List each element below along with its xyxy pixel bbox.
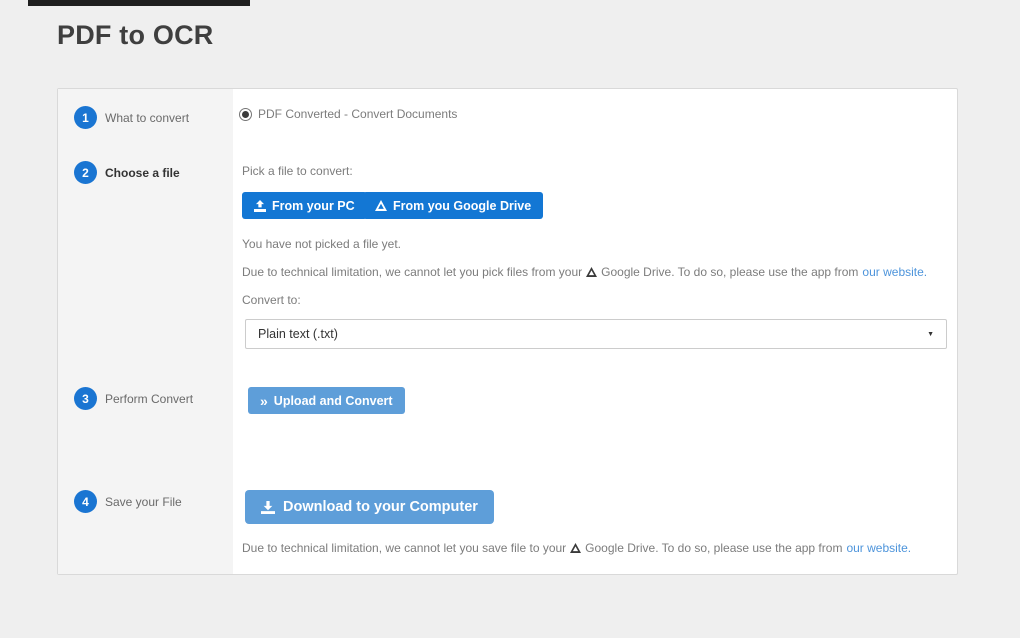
convert-to-label: Convert to: [242,293,301,307]
page-title: PDF to OCR [57,20,214,50]
converter-card: 1 What to convert 2 Choose a file 3 Perf… [57,88,958,575]
step-number-badge: 1 [74,106,97,129]
selected-format-value: Plain text (.txt) [258,327,338,341]
upload-and-convert-label: Upload and Convert [273,393,393,408]
pick-file-label: Pick a file to convert: [242,164,353,178]
step-label-choose-a-file: Choose a file [105,166,180,180]
upload-and-convert-button[interactable]: » Upload and Convert [248,387,405,414]
our-website-link[interactable]: our website. [862,265,928,279]
google-drive-icon [586,267,598,277]
step-row-2: 2 Choose a file [58,161,233,185]
radio-selected-icon[interactable] [239,107,252,121]
from-google-drive-label: From you Google Drive [393,198,532,213]
convert-to-select[interactable]: Plain text (.txt) ▼ [245,319,947,349]
step-number-badge: 3 [74,387,97,410]
step-number-badge: 2 [74,161,97,184]
download-icon [261,500,275,514]
step-row-4: 4 Save your File [58,490,233,514]
radio-dot [242,110,249,118]
steps-sidebar: 1 What to convert 2 Choose a file 3 Perf… [58,89,233,574]
step-label-what-to-convert: What to convert [105,111,190,125]
gdrive-pick-limitation-note: Due to technical limitation, we cannot l… [242,265,927,279]
step-row-3: 3 Perform Convert [58,387,233,411]
convert-type-option[interactable]: PDF Converted - Convert Documents [239,107,457,121]
google-drive-icon [375,200,387,211]
from-your-pc-button[interactable]: From your PC [242,192,367,219]
double-chevron-icon: » [260,392,268,409]
our-website-link[interactable]: our website. [846,541,912,555]
dropdown-caret-icon: ▼ [927,330,934,338]
top-cropped-bar [28,0,250,6]
step-label-perform-convert: Perform Convert [105,392,194,406]
step-number-badge: 4 [74,490,97,513]
step-label-save-your-file: Save your File [105,495,182,509]
note-text-before: Due to technical limitation, we cannot l… [242,541,567,555]
note-text-middle: Google Drive. To do so, please use the a… [585,541,843,555]
upload-icon [254,199,266,212]
google-drive-icon [570,543,582,553]
note-text-middle: Google Drive. To do so, please use the a… [601,265,859,279]
gdrive-save-limitation-note: Due to technical limitation, we cannot l… [242,541,911,555]
download-to-computer-label: Download to your Computer [283,499,478,515]
no-file-picked-text: You have not picked a file yet. [242,237,401,251]
download-to-computer-button[interactable]: Download to your Computer [245,490,494,524]
note-text-before: Due to technical limitation, we cannot l… [242,265,583,279]
from-google-drive-button[interactable]: From you Google Drive [363,192,544,219]
step-row-1: 1 What to convert [58,106,233,130]
convert-type-label: PDF Converted - Convert Documents [258,107,458,121]
from-your-pc-label: From your PC [272,198,355,213]
